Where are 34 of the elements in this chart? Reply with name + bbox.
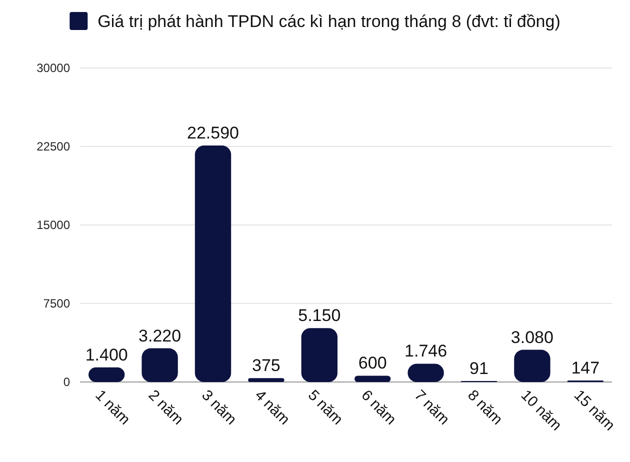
x-tick-label: 5 năm — [304, 386, 346, 428]
bar — [354, 376, 391, 382]
x-tick-label: 6 năm — [358, 386, 400, 428]
data-label: 600 — [358, 354, 387, 373]
x-tick-label: 4 năm — [251, 386, 293, 428]
legend-label: Giá trị phát hành TPDN các kì hạn trong tháng 8 (đvt: tỉ đồng) — [98, 12, 560, 31]
x-tick-label: 7 năm — [410, 386, 452, 428]
bar — [142, 348, 178, 382]
x-tick-label: 15 năm — [570, 386, 618, 434]
y-tick-label: 7500 — [43, 296, 70, 310]
data-label: 375 — [252, 356, 280, 376]
y-tick-label: 22500 — [36, 139, 70, 154]
bar — [301, 328, 338, 382]
data-label: 5.150 — [298, 306, 341, 326]
data-label: 91 — [470, 359, 488, 378]
x-tick-label: 2 năm — [144, 386, 186, 428]
y-tick-label: 15000 — [36, 218, 70, 232]
bar — [408, 364, 444, 382]
bar — [514, 350, 550, 382]
y-tick-label: 30000 — [36, 60, 70, 75]
x-tick-label: 1 năm — [92, 386, 134, 428]
x-tick-label: 8 năm — [464, 386, 506, 428]
data-label: 1.746 — [404, 342, 448, 361]
data-label: 22.590 — [187, 124, 239, 143]
data-label: 3.220 — [138, 326, 182, 346]
bar — [88, 367, 125, 382]
data-label: 1.400 — [85, 345, 128, 364]
bar — [248, 378, 284, 382]
x-tick-label: 10 năm — [517, 386, 565, 434]
bar — [194, 146, 232, 382]
data-label: 3.080 — [510, 328, 554, 347]
y-tick-label: 0 — [63, 374, 70, 389]
data-label: 147 — [571, 358, 600, 378]
x-tick-label: 3 năm — [198, 386, 240, 428]
